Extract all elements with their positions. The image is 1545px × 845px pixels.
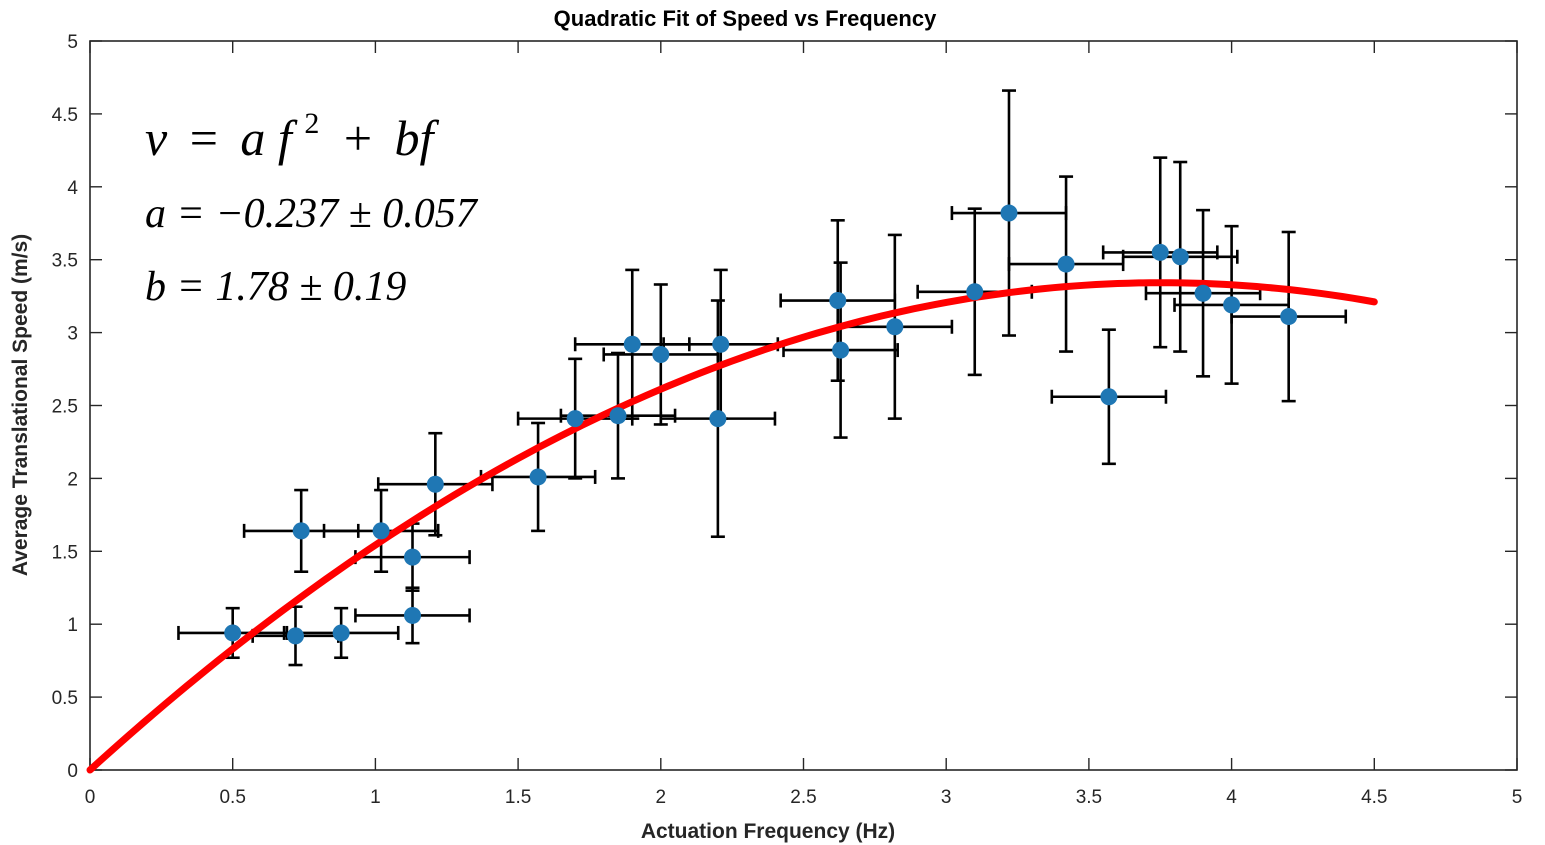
y-tick-label: 3.5 [52,251,78,272]
x-tick-label: 4.5 [1361,787,1387,808]
x-tick-label: 0 [85,787,96,808]
equation-a-term: a [240,110,265,166]
data-point [292,522,310,540]
data-point [224,624,242,642]
fit-equation: v = a f 2 + bf a = −0.237 ± 0.057 b = 1.… [145,88,479,310]
data-point [426,475,444,493]
y-tick-label: 4.5 [52,105,78,126]
axis-ticks: 0 0.5 1 1.5 2 2.5 3 3.5 4 4.5 5 0 0.5 1 1.5 2 2.5 3 3.5 4 4.… [52,32,1523,808]
data-point [404,548,422,566]
chart-title: Quadratic Fit of Speed vs Frequency [554,6,937,31]
data-point [1000,204,1018,222]
data-point [1194,284,1212,302]
x-tick-label: 2 [656,787,667,808]
y-tick-label: 5 [67,32,78,53]
equation-bf-term: bf [395,110,440,166]
y-tick-label: 4 [67,178,78,199]
data-point [1280,308,1298,326]
data-point [286,627,304,645]
equation-plus: + [344,110,372,166]
x-tick-label: 1 [370,787,381,808]
error-bars [177,89,1348,667]
data-point [566,410,584,428]
data-point [709,410,727,428]
y-tick-label: 3 [67,324,78,345]
data-point [609,407,627,425]
data-point [623,335,641,353]
y-tick-label: 1 [67,615,78,636]
y-tick-label: 1.5 [52,542,78,563]
data-point [372,522,390,540]
data-point [1151,243,1169,261]
data-point [332,624,350,642]
x-axis-label: Actuation Frequency (Hz) [641,820,895,843]
x-tick-label: 2.5 [790,787,816,808]
plot-area: 0 0.5 1 1.5 2 2.5 3 3.5 4 4.5 5 0 0.5 1 1.5 2 2.5 3 3.5 4 4.… [52,32,1523,808]
data-points [224,204,1298,645]
x-tick-label: 3 [941,787,952,808]
y-tick-label: 2.5 [52,397,78,418]
data-point [966,283,984,301]
data-point [529,468,547,486]
x-tick-label: 0.5 [219,787,245,808]
data-point [1171,248,1189,266]
equation-exponent: 2 [304,107,319,140]
x-tick-label: 4 [1226,787,1237,808]
data-point [712,335,730,353]
y-tick-label: 0 [67,761,78,782]
equation-f-term: f [278,110,298,166]
equation-equals: = [190,110,218,166]
equation-lhs: v [145,110,168,166]
data-point [1100,388,1118,406]
y-tick-label: 2 [67,469,78,490]
data-point [832,341,850,359]
coefficient-a: a = −0.237 ± 0.057 [145,191,479,237]
svg-text:v = a: v = a f 2 + bf [145,88,440,166]
coefficient-b: b = 1.78 ± 0.19 [145,264,406,310]
y-tick-label: 0.5 [52,688,78,709]
fit-curve [86,279,1378,774]
x-tick-label: 5 [1512,787,1523,808]
data-point [652,345,670,363]
data-point [886,318,904,336]
data-point [1057,255,1075,273]
x-tick-label: 3.5 [1076,787,1102,808]
y-axis-label: Average Translational Speed (m/s) [9,234,32,576]
x-tick-label: 1.5 [505,787,531,808]
data-point [404,606,422,624]
data-point [1223,296,1241,314]
data-point [829,292,847,310]
